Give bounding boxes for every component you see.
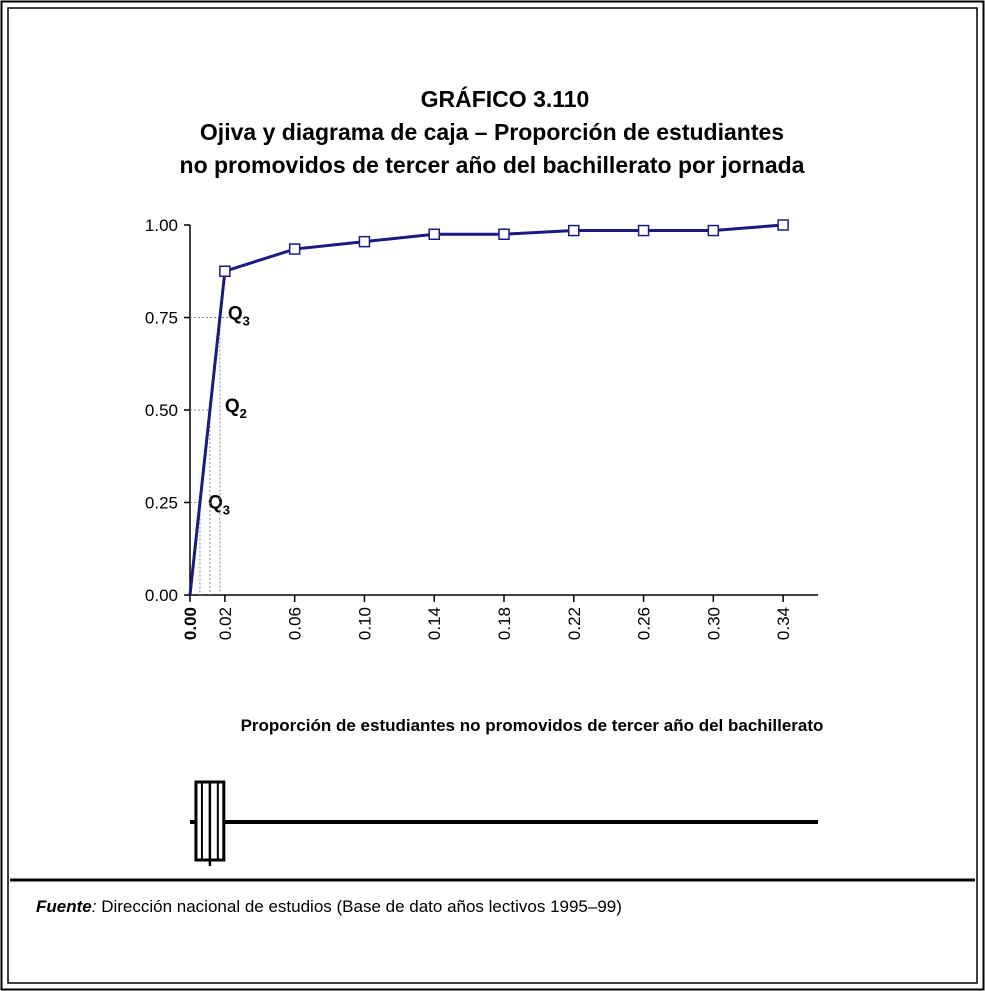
x-axis-label: Proporción de estudiantes no promovidos … [241, 716, 824, 735]
x-tick-label: 0.02 [216, 607, 235, 640]
point-marker [498, 228, 510, 240]
y-tick-label: 1.00 [145, 216, 178, 235]
point-marker [568, 224, 580, 237]
point-marker [219, 265, 231, 277]
chart-subtitle: no promovidos de tercer año del bachille… [180, 152, 805, 178]
source: Fuente: Dirección nacional de estudios (… [36, 897, 622, 916]
quartile-letter: Q [208, 493, 223, 514]
ogive-line [188, 223, 784, 596]
source-label: Fuente [36, 897, 92, 916]
chart-subtitle: Ojiva y diagrama de caja – Proporción de… [200, 119, 784, 145]
y-tick-label: 0.75 [145, 309, 178, 328]
x-tick-label: 0.10 [355, 607, 374, 640]
y-tick-label: 0.50 [145, 401, 178, 420]
quartile-letter: Q [228, 304, 243, 325]
point-marker [428, 228, 440, 240]
x-tick-label: 0.18 [495, 607, 514, 640]
quartile-label: Q2 [225, 396, 247, 421]
x-tick-label: 0.34 [774, 607, 793, 640]
x-tick-label: 0.22 [565, 607, 584, 640]
x-tick-label: 0.14 [425, 607, 444, 640]
point-marker [707, 224, 720, 237]
y-tick-label: 0.25 [145, 494, 178, 513]
quartile-index: 2 [240, 406, 247, 421]
point-marker [777, 219, 789, 231]
x-tick-label: 0.00 [181, 607, 200, 640]
x-tick-label: 0.06 [286, 607, 305, 640]
source-colon: : [92, 897, 97, 916]
point-marker [637, 224, 650, 237]
point-marker [358, 235, 371, 248]
chart-title: GRÁFICO 3.110 [421, 85, 590, 112]
quartile-label: Q3 [228, 304, 250, 329]
inner-border [7, 7, 978, 984]
point-marker [288, 243, 301, 255]
source-text: Dirección nacional de estudios (Base de … [96, 897, 621, 916]
quartile-index: 3 [243, 314, 250, 329]
quartile-index: 3 [223, 503, 230, 518]
y-tick-label: 0.00 [145, 586, 178, 605]
quartile-letter: Q [225, 396, 240, 417]
x-tick-label: 0.30 [704, 607, 723, 640]
x-tick-label: 0.26 [635, 607, 654, 640]
quartile-label: Q3 [208, 493, 230, 518]
